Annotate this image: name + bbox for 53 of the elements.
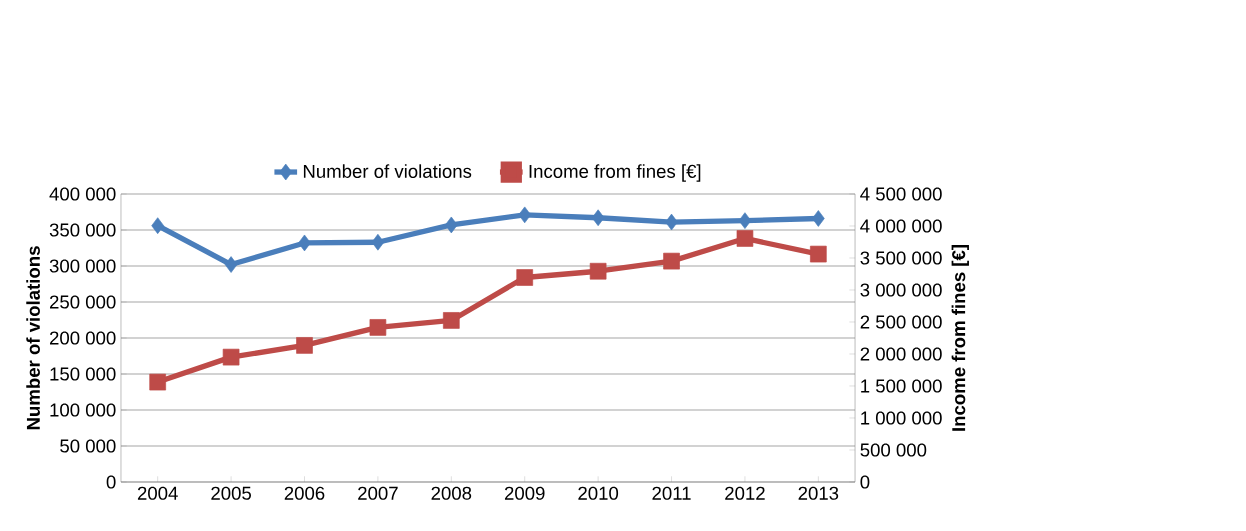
x-tick-label: 2013 xyxy=(798,486,839,500)
y-tick-label: 50 000 xyxy=(60,439,116,453)
x-tick-label: 2010 xyxy=(578,486,619,500)
point xyxy=(222,348,240,366)
point xyxy=(736,230,754,247)
point xyxy=(738,212,752,229)
x-tick-label: 2011 xyxy=(652,486,691,500)
point xyxy=(589,262,607,280)
y2-tick-label: 0 xyxy=(860,475,870,489)
y2-tick-label: 4 500 000 xyxy=(860,187,942,201)
y-axis-title: Number of violations xyxy=(26,246,40,430)
point xyxy=(149,373,166,391)
point xyxy=(663,252,680,270)
y2-tick-label: 4 000 000 xyxy=(860,219,942,233)
legend-label: Income from fines [€] xyxy=(529,164,701,182)
y-tick-label: 200 000 xyxy=(49,331,116,345)
point xyxy=(812,210,825,227)
y-tick-label: 400 000 xyxy=(49,187,116,201)
y2-tick-label: 1 000 000 xyxy=(861,411,942,425)
y2-tick-label: 3 500 000 xyxy=(860,251,942,265)
point xyxy=(445,216,458,234)
x-tick-label: 2009 xyxy=(504,486,545,500)
point xyxy=(369,319,387,336)
x-tick-label: 2005 xyxy=(211,486,251,500)
x-tick-label: 2012 xyxy=(725,486,765,500)
point xyxy=(443,312,460,329)
point xyxy=(371,233,385,251)
y2-tick-label: 500 000 xyxy=(860,443,927,457)
point xyxy=(296,337,313,354)
y2-tick-label: 3 000 000 xyxy=(860,283,942,297)
x-tick-label: 2004 xyxy=(137,486,178,500)
point xyxy=(224,256,238,273)
x-tick-label: 2007 xyxy=(358,486,398,500)
x-tick-label: 2006 xyxy=(284,486,325,500)
point xyxy=(518,206,532,224)
point xyxy=(516,269,534,286)
point xyxy=(810,245,827,263)
point xyxy=(591,209,605,226)
y2-axis-title: Income from fines [€] xyxy=(951,244,969,431)
y2-tick-label: 2 500 000 xyxy=(860,315,942,329)
point xyxy=(151,217,164,234)
y-tick-label: 300 000 xyxy=(49,259,116,273)
legend-label: Number of violations xyxy=(303,164,472,178)
x-tick-label: 2008 xyxy=(431,486,472,500)
y-tick-label: 100 000 xyxy=(50,403,116,417)
y-tick-label: 150 000 xyxy=(50,367,116,381)
y-tick-label: 0 xyxy=(106,475,116,489)
point xyxy=(665,213,678,231)
y-tick-label: 250 000 xyxy=(49,295,116,309)
point xyxy=(298,234,311,252)
y-tick-label: 350 000 xyxy=(49,223,116,237)
y2-tick-label: 2 000 000 xyxy=(860,347,942,361)
y2-tick-label: 1 500 000 xyxy=(861,379,942,393)
